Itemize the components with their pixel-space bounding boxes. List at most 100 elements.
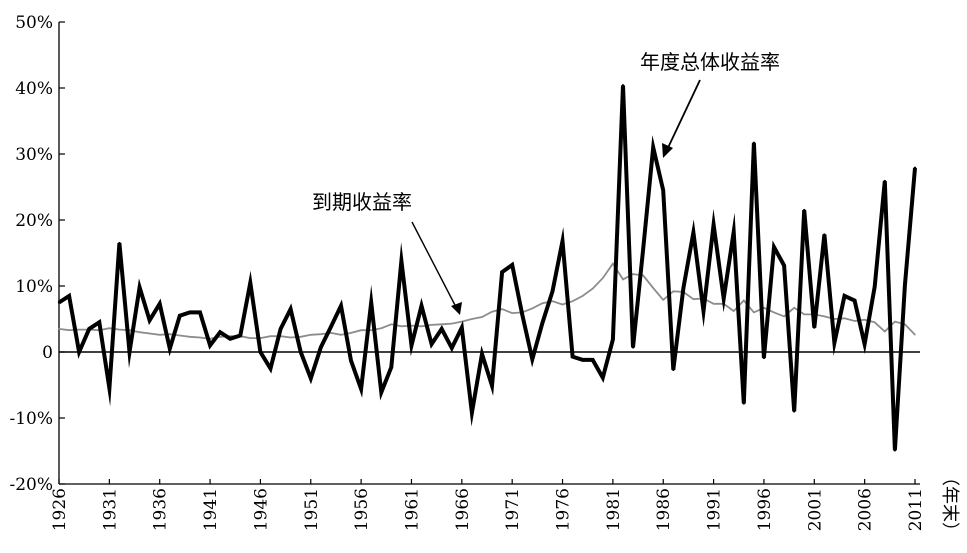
data-point-total_return	[762, 356, 766, 360]
data-point-yield_to_maturity	[179, 334, 181, 337]
y-tick-label: 0	[42, 343, 53, 363]
data-point-total_return	[440, 327, 443, 331]
data-point-yield_to_maturity	[390, 323, 392, 325]
x-tick-label: 2001	[805, 488, 825, 531]
data-point-total_return	[57, 301, 61, 304]
data-point-total_return	[732, 230, 735, 234]
data-point-yield_to_maturity	[441, 323, 443, 325]
series-line-yield_to_maturity	[58, 261, 916, 340]
data-point-yield_to_maturity	[823, 315, 825, 317]
y-tick-label: 30%	[15, 145, 53, 165]
data-point-total_return	[672, 368, 675, 372]
data-point-total_return	[772, 245, 776, 249]
x-tick-label: 1961	[402, 488, 422, 531]
data-point-yield_to_maturity	[420, 325, 423, 327]
data-point-yield_to_maturity	[864, 319, 866, 321]
data-point-total_return	[631, 346, 635, 349]
data-point-yield_to_maturity	[310, 334, 312, 336]
data-point-total_return	[742, 402, 745, 405]
data-point-yield_to_maturity	[541, 302, 543, 304]
data-point-yield_to_maturity	[642, 274, 644, 277]
x-tick-label: 1981	[604, 488, 624, 531]
data-point-yield_to_maturity	[531, 307, 533, 310]
data-point-total_return	[118, 241, 121, 245]
series-line-total_return	[57, 85, 917, 451]
data-point-yield_to_maturity	[904, 323, 906, 325]
y-tick-label: 10%	[15, 277, 53, 297]
data-point-total_return	[782, 264, 786, 267]
data-point-total_return	[500, 270, 504, 274]
data-point-yield_to_maturity	[491, 311, 493, 313]
data-point-yield_to_maturity	[320, 333, 322, 335]
data-point-yield_to_maturity	[370, 329, 372, 331]
axes	[58, 22, 920, 485]
data-point-total_return	[490, 384, 494, 387]
data-point-yield_to_maturity	[340, 334, 342, 336]
data-point-total_return	[349, 359, 353, 362]
data-point-yield_to_maturity	[622, 278, 624, 280]
x-tick-label: 1936	[151, 488, 171, 531]
annotation-total-return-label: 年度总体收益率	[640, 50, 780, 74]
data-point-total_return	[480, 352, 484, 356]
data-point-yield_to_maturity	[138, 331, 141, 333]
data-point-total_return	[722, 297, 725, 300]
series-layer	[57, 84, 917, 452]
data-point-total_return	[611, 338, 615, 341]
data-point-total_return	[148, 319, 151, 322]
data-point-total_return	[138, 286, 141, 289]
data-point-yield_to_maturity	[582, 295, 584, 297]
x-tick-label: 1946	[251, 488, 271, 531]
x-tick-label: 1941	[201, 488, 221, 531]
data-point-total_return	[803, 208, 806, 212]
x-tick-label: 1971	[503, 488, 523, 531]
data-point-yield_to_maturity	[219, 336, 221, 338]
data-point-total_return	[400, 259, 403, 263]
data-point-yield_to_maturity	[793, 307, 795, 309]
data-point-total_return	[450, 346, 453, 350]
x-tick-label: 1991	[705, 488, 725, 531]
data-point-yield_to_maturity	[461, 321, 463, 323]
y-tick-label: 40%	[15, 79, 53, 99]
x-axis-unit-label: （年末）	[939, 468, 960, 540]
data-point-yield_to_maturity	[68, 329, 70, 331]
data-point-yield_to_maturity	[853, 320, 856, 322]
x-tick-label: 1951	[302, 488, 322, 531]
data-point-yield_to_maturity	[330, 332, 332, 334]
data-point-total_return	[77, 350, 81, 354]
data-point-total_return	[420, 304, 423, 307]
data-point-yield_to_maturity	[300, 336, 302, 338]
data-point-yield_to_maturity	[712, 303, 715, 305]
data-point-total_return	[329, 325, 333, 329]
data-point-yield_to_maturity	[269, 335, 272, 337]
data-point-total_return	[752, 141, 756, 144]
data-point-total_return	[319, 346, 323, 349]
data-point-yield_to_maturity	[290, 336, 292, 339]
x-tick-label: 1956	[352, 488, 372, 531]
data-point-total_return	[621, 84, 625, 87]
data-point-total_return	[430, 342, 433, 346]
x-tick-label: 1931	[100, 488, 120, 531]
data-point-yield_to_maturity	[572, 300, 574, 302]
data-point-yield_to_maturity	[733, 310, 735, 312]
data-point-yield_to_maturity	[672, 290, 674, 292]
data-point-total_return	[339, 304, 343, 307]
data-point-total_return	[893, 449, 897, 452]
data-point-total_return	[903, 284, 907, 287]
data-point-yield_to_maturity	[743, 299, 745, 302]
data-point-total_return	[531, 358, 534, 361]
data-point-yield_to_maturity	[874, 321, 876, 323]
data-point-total_return	[823, 233, 826, 236]
data-point-total_return	[218, 331, 222, 334]
data-point-yield_to_maturity	[592, 288, 594, 290]
data-point-total_return	[662, 189, 665, 192]
data-point-yield_to_maturity	[662, 299, 664, 301]
data-point-total_return	[369, 301, 373, 304]
x-tick-label: 1976	[554, 488, 574, 531]
data-point-yield_to_maturity	[78, 328, 80, 331]
data-point-yield_to_maturity	[612, 262, 614, 265]
data-point-yield_to_maturity	[692, 298, 695, 300]
data-point-total_return	[289, 307, 292, 311]
arrow-head-icon	[451, 302, 462, 315]
data-point-yield_to_maturity	[894, 321, 896, 323]
data-point-total_return	[128, 350, 131, 354]
